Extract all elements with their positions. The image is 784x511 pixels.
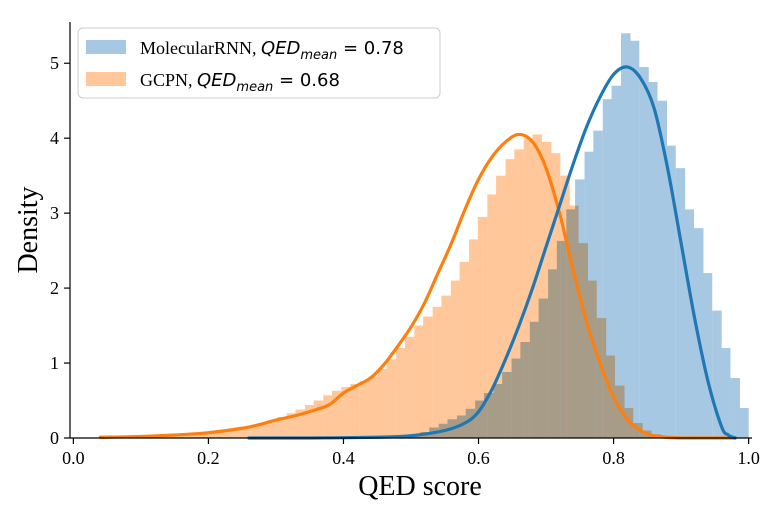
hist-bar-s1-20 <box>323 395 333 438</box>
hist-bar-s1-12 <box>250 425 260 438</box>
hist-bar-s1-18 <box>304 405 315 438</box>
hist-bar-s0-29 <box>675 168 686 438</box>
x-tick-label: 0.0 <box>62 448 85 468</box>
hist-bar-s1-6 <box>195 433 206 438</box>
hist-bar-s0-35 <box>730 378 740 438</box>
hist-bar-s0-22 <box>611 85 622 439</box>
kde-curve-1 <box>98 132 737 440</box>
y-axis-label: Density <box>13 186 44 273</box>
hist-bar-s0-26 <box>648 81 658 439</box>
hist-bar-s1-16 <box>286 413 297 438</box>
x-tick-label: 0.6 <box>467 448 490 468</box>
hist-bar-s0-34 <box>720 348 731 438</box>
y-tick-label: 5 <box>50 53 59 73</box>
hist-bar-s1-35 <box>459 261 470 438</box>
hist-bar-s1-11 <box>240 427 251 438</box>
hist-bar-s1-17 <box>295 409 306 438</box>
hist-bar-s1-23 <box>350 384 360 438</box>
x-tick-label: 0.2 <box>197 448 220 468</box>
hist-bar-s1-32 <box>432 306 443 438</box>
kde-layer <box>98 65 737 440</box>
hist-bar-s1-37 <box>477 216 488 438</box>
hist-bar-s0-20 <box>593 130 603 438</box>
hist-bar-s1-5 <box>186 434 196 438</box>
x-axis-label: QED score <box>358 471 482 502</box>
hist-bar-s1-31 <box>423 316 433 438</box>
hist-bar-s0-24 <box>629 40 640 439</box>
hist-bar-s1-46 <box>560 175 570 438</box>
hist-bar-s0-33 <box>712 310 722 438</box>
legend-entry-gcpn: GCPN, QEDmean = 0.68 <box>140 70 340 95</box>
y-axis-ticks: 0 1 2 3 4 5 <box>50 53 70 448</box>
y-tick-label: 4 <box>50 128 59 148</box>
hist-bar-s0-23 <box>621 33 631 439</box>
legend-frame <box>77 27 441 99</box>
hist-bar-s0-21 <box>602 99 613 438</box>
hist-bar-s1-39 <box>496 175 506 438</box>
hist-bar-s1-9 <box>222 430 233 438</box>
x-tick-label: 0.8 <box>602 448 625 468</box>
hist-bar-s1-30 <box>414 325 424 438</box>
hist-bar-s0-32 <box>702 273 713 438</box>
hist-bar-s1-50 <box>596 318 607 438</box>
histogram-layer <box>140 33 749 439</box>
hist-bar-s1-38 <box>487 194 497 438</box>
hist-bar-s1-25 <box>368 376 378 438</box>
hist-bar-s1-43 <box>532 134 543 438</box>
hist-bar-s1-14 <box>268 420 279 438</box>
hist-bar-s1-41 <box>514 149 524 439</box>
hist-bar-s1-29 <box>404 336 415 438</box>
legend-swatch-molecularrnn <box>86 40 126 54</box>
hist-bar-s1-42 <box>523 138 534 438</box>
hist-bar-s1-15 <box>277 417 287 438</box>
y-tick-label: 2 <box>50 278 59 298</box>
hist-bar-s1-28 <box>396 348 406 438</box>
histogram-series-1 <box>140 134 661 439</box>
hist-bar-s1-19 <box>313 400 324 438</box>
legend-swatch-gcpn <box>86 72 126 86</box>
y-tick-label: 0 <box>50 428 59 448</box>
y-tick-label: 3 <box>50 203 59 223</box>
hist-bar-s1-45 <box>550 153 561 439</box>
y-tick-label: 1 <box>50 353 59 373</box>
hist-bar-s1-52 <box>614 385 625 438</box>
hist-bar-s1-24 <box>359 381 370 438</box>
hist-bar-s1-49 <box>587 280 597 438</box>
hist-bar-s1-21 <box>332 390 342 438</box>
hist-bar-s1-40 <box>505 159 516 439</box>
hist-bar-s1-48 <box>578 243 588 438</box>
hist-bar-s1-36 <box>469 239 479 438</box>
hist-bar-s1-8 <box>213 432 224 438</box>
hist-bar-s0-25 <box>639 66 649 438</box>
x-tick-label: 1.0 <box>737 448 760 468</box>
x-tick-label: 0.4 <box>332 448 355 468</box>
hist-bar-s1-34 <box>450 280 461 438</box>
hist-bar-s1-27 <box>386 359 397 438</box>
hist-bar-s0-30 <box>684 209 694 438</box>
hist-bar-s1-33 <box>441 295 451 438</box>
hist-bar-s1-44 <box>542 141 552 438</box>
hist-bar-s1-22 <box>341 387 351 438</box>
hist-bar-s0-28 <box>666 145 676 438</box>
hist-bar-s1-47 <box>569 205 579 438</box>
hist-bar-s1-10 <box>232 429 242 438</box>
hist-bar-s1-13 <box>259 423 269 438</box>
hist-bar-s1-7 <box>204 432 214 438</box>
legend: MolecularRNN, QEDmean = 0.78 GCPN, QEDme… <box>77 27 441 99</box>
hist-bar-s1-4 <box>177 435 187 438</box>
x-axis-ticks: 0.0 0.2 0.4 0.6 0.8 1.0 <box>62 438 760 468</box>
hist-bar-s1-51 <box>605 355 615 438</box>
kde-curve-0 <box>247 65 737 440</box>
legend-entry-molecularrnn: MolecularRNN, QEDmean = 0.78 <box>140 38 404 63</box>
hist-bar-s1-26 <box>377 369 388 438</box>
hist-bar-s0-36 <box>739 408 749 438</box>
hist-bar-s0-27 <box>657 100 667 438</box>
